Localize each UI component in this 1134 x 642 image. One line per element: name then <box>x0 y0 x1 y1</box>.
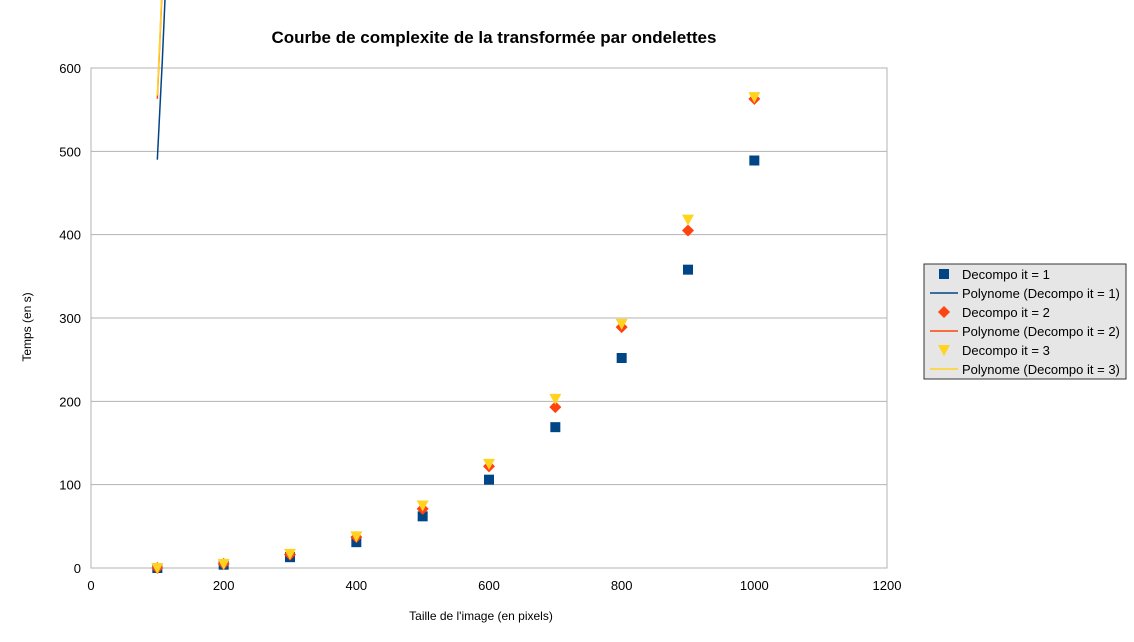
y-tick-label: 0 <box>74 561 81 576</box>
x-tick-label: 1000 <box>740 578 769 593</box>
legend-box <box>923 263 1127 380</box>
series-3-point <box>682 214 694 226</box>
legend-label: Decompo it = 3 <box>962 343 1050 358</box>
series-1-point <box>616 353 627 363</box>
series-3-point <box>416 500 429 512</box>
y-tick-label: 600 <box>59 61 81 76</box>
series-3-point <box>748 92 761 104</box>
y-tick-label: 500 <box>59 144 81 159</box>
x-tick-label: 1200 <box>873 578 902 593</box>
legend-label: Polynome (Decompo it = 2) <box>962 324 1120 339</box>
trendline-layer <box>156 0 166 160</box>
x-tick-label: 400 <box>345 578 367 593</box>
legend-label: Polynome (Decompo it = 3) <box>962 362 1120 377</box>
legend-marker-3 <box>938 345 950 356</box>
plot-area <box>90 67 888 569</box>
trendline-1 <box>156 0 166 160</box>
series-1-point <box>749 155 760 166</box>
series-1-point <box>484 474 494 485</box>
y-tick-label: 200 <box>59 394 81 409</box>
series-3-point <box>483 458 495 470</box>
y-tick-label: 100 <box>59 478 81 493</box>
series-3-point <box>615 318 628 330</box>
x-tick-label: 600 <box>478 578 500 593</box>
tick-label-layer: 0 100 200 300 400 500 600 0 200 400 600 800 1000 1200 <box>59 61 901 593</box>
chart-title: Courbe de complexite de la transformée p… <box>272 28 717 47</box>
legend-label: Decompo it = 1 <box>962 267 1050 282</box>
y-tick-label: 300 <box>59 311 81 326</box>
trendline-3 <box>156 0 163 96</box>
x-tick-label: 0 <box>87 578 94 593</box>
legend-marker-1 <box>939 269 949 279</box>
grid-layer <box>91 67 887 569</box>
x-tick-label: 200 <box>213 578 235 593</box>
series-3-point <box>350 531 363 543</box>
series-3-point <box>284 548 296 560</box>
legend: Decompo it = 1 Polynome (Decompo it = 1) D… <box>923 263 1127 380</box>
legend-label: Decompo it = 2 <box>962 305 1050 320</box>
series-3-point <box>217 558 230 570</box>
series-3-point <box>549 393 562 405</box>
x-tick-label: 800 <box>611 578 633 593</box>
series-3-point <box>151 563 164 574</box>
y-tick-label: 400 <box>59 228 81 243</box>
series-1-point <box>417 511 428 522</box>
series-2-point <box>682 224 694 237</box>
y-axis-title: Temps (en s) <box>20 292 34 361</box>
legend-marker-2 <box>938 306 950 318</box>
series-1-point <box>550 422 561 433</box>
series-1-point <box>683 264 693 275</box>
marker-layer <box>151 92 761 574</box>
series-2-point <box>549 401 562 414</box>
trendline-2 <box>156 0 163 99</box>
x-axis-title: Taille de l'image (en pixels) <box>409 609 553 623</box>
legend-label: Polynome (Decompo it = 1) <box>962 286 1120 301</box>
